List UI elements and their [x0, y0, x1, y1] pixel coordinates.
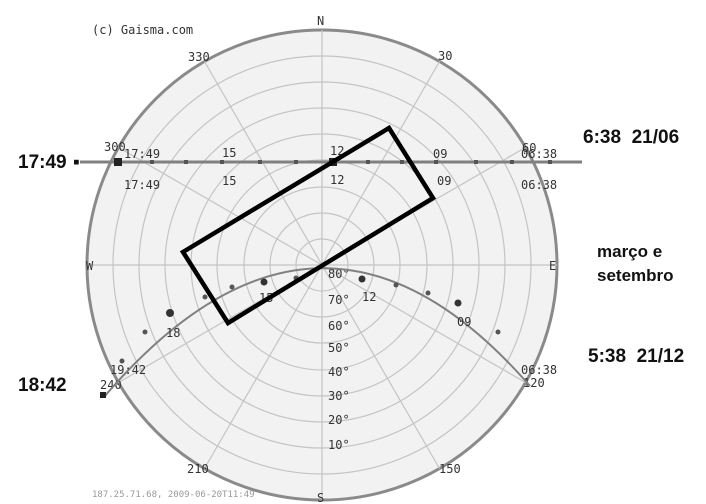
hour-marker — [510, 160, 514, 164]
azimuth-210-label: 210 — [187, 462, 209, 476]
hour-marker — [166, 309, 174, 317]
hour-marker — [454, 299, 462, 307]
elevation-label: 40° — [328, 365, 350, 379]
june-set-time-lower: 17:49 — [124, 178, 160, 192]
elevation-label: 20° — [328, 413, 350, 427]
azimuth-240-label: 240 — [100, 378, 122, 392]
june-hour-label: 09 — [433, 147, 447, 161]
azimuth-120-label: 120 — [523, 376, 545, 390]
azimuth-30-label: 30 — [438, 49, 452, 63]
hour-marker — [400, 160, 404, 164]
azimuth-300-label: 300 — [104, 140, 126, 154]
azimuth-60-label: 60 — [522, 141, 536, 155]
june-hour-label: 09 — [437, 174, 451, 188]
december-hour-label: 09 — [457, 315, 471, 329]
june-hour-label: 12 — [330, 173, 344, 187]
elevation-label: 60° — [328, 319, 350, 333]
azimuth-330-label: 330 — [188, 50, 210, 64]
hour-marker — [229, 284, 235, 290]
hour-marker — [100, 392, 106, 398]
hour-marker — [260, 278, 268, 286]
hour-marker — [366, 160, 370, 164]
footer-text: 187.25.71.68, 2009-06-20T11:49 — [92, 490, 255, 500]
hour-marker — [258, 160, 262, 164]
june-set-time-upper: 17:49 — [124, 147, 160, 161]
hour-marker — [393, 282, 399, 288]
december-sunset-label: 19:42 — [110, 363, 146, 377]
hour-marker — [202, 294, 208, 300]
elevation-label: 70° — [328, 293, 350, 307]
hour-marker — [150, 160, 154, 164]
hour-marker — [294, 160, 298, 164]
annotation-left-bottom: 18:42 — [18, 375, 67, 396]
elevation-labels: 80° 70° 60° 50° 40° 30° 20° 10° — [328, 267, 350, 452]
june-rise-time-upper: 06:38 — [521, 147, 557, 161]
december-hour-label: 12 — [362, 290, 376, 304]
hour-marker — [358, 275, 366, 283]
credit-text: (c) Gaisma.com — [92, 23, 193, 37]
december-sunrise-label: 06:38 — [521, 363, 557, 377]
hour-marker — [495, 329, 501, 335]
hour-marker — [119, 358, 125, 364]
annotation-right-middle-line2: setembro — [597, 266, 674, 285]
annotation-right-bottom: 5:38 21/12 — [588, 346, 685, 367]
elevation-label: 50° — [328, 341, 350, 355]
december-hour-label: 18 — [166, 326, 180, 340]
june-rise-time-lower: 06:38 — [521, 178, 557, 192]
azimuth-150-label: 150 — [439, 462, 461, 476]
hour-marker — [474, 160, 478, 164]
hour-marker — [142, 329, 148, 335]
hour-marker — [548, 160, 552, 164]
elevation-label: 80° — [328, 267, 350, 281]
annotation-left-top-tick: ▪ — [73, 152, 80, 173]
annotation-left-top: 17:49 — [18, 152, 67, 173]
hour-marker — [114, 158, 122, 166]
west-label: W — [86, 259, 94, 273]
south-label: S — [317, 491, 324, 504]
east-label: E — [549, 259, 556, 273]
hour-marker — [220, 160, 224, 164]
hour-marker — [184, 160, 188, 164]
elevation-label: 30° — [328, 389, 350, 403]
june-hour-label: 15 — [222, 174, 236, 188]
north-label: N — [317, 14, 324, 28]
elevation-label: 10° — [328, 438, 350, 452]
hour-marker — [434, 160, 438, 164]
annotation-right-top: 6:38 21/06 — [583, 127, 680, 148]
highlight-box — [179, 124, 437, 327]
june-hour-label: 15 — [222, 146, 236, 160]
hour-marker — [425, 290, 431, 296]
annotation-right-middle-line1: março e — [597, 242, 663, 261]
december-hour-markers — [100, 275, 501, 398]
